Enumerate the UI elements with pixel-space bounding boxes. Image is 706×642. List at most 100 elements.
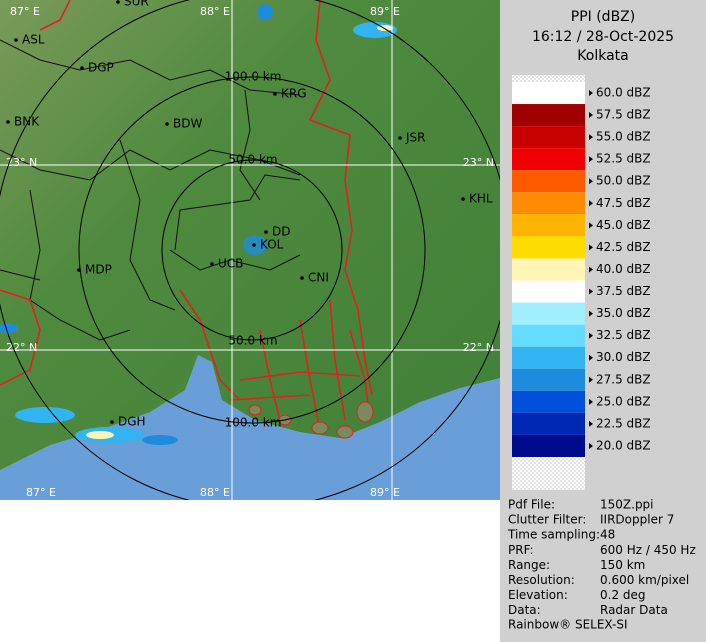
city-label: SUR	[124, 0, 149, 9]
legend-swatch	[512, 170, 585, 193]
legend-tick	[589, 134, 593, 141]
legend-swatch	[512, 412, 585, 435]
city-dot	[273, 92, 277, 96]
city-dot	[461, 197, 465, 201]
legend-label: 35.0 dBZ	[596, 306, 651, 320]
grid-label: 22° N	[463, 341, 494, 354]
legend-label: 45.0 dBZ	[596, 218, 651, 232]
grid-label: 89° E	[370, 486, 400, 499]
city-dot	[398, 136, 402, 140]
city-dot	[252, 243, 256, 247]
legend-swatch	[512, 192, 585, 215]
info-value: IIRDoppler 7	[600, 513, 674, 527]
info-key: Time sampling:	[507, 528, 600, 542]
info-table: Pdf File: 150Z.ppi Clutter Filter: IIRDoppl…	[507, 498, 696, 618]
city-label: KRG	[281, 87, 307, 101]
legend-label: 55.0 dBZ	[596, 130, 651, 144]
legend-swatch	[512, 214, 585, 237]
grid-label: 88° E	[200, 486, 230, 499]
legend-tick	[589, 90, 593, 96]
info-key: Clutter Filter:	[508, 513, 586, 527]
city-label: DD	[272, 225, 290, 239]
legend-swatch	[512, 346, 585, 369]
grid-label: 89° E	[370, 5, 400, 18]
legend-label: 37.5 dBZ	[596, 284, 651, 298]
legend-label: 50.0 dBZ	[596, 174, 651, 188]
city-label: CNI	[308, 271, 329, 285]
legend-tick	[589, 112, 593, 119]
site: Kolkata	[577, 48, 628, 64]
legend-swatch	[512, 258, 585, 281]
city-label: UCB	[218, 257, 243, 271]
info-value: 0.2 deg	[600, 588, 646, 602]
info-value: 48	[600, 528, 615, 542]
city-label: JSR	[405, 131, 426, 145]
city-dot	[300, 276, 304, 280]
legend-label: 25.0 dBZ	[596, 394, 651, 408]
info-value: 150Z.ppi	[600, 498, 654, 512]
range-rings	[0, 0, 500, 500]
ring-label: 50.0 km	[228, 334, 277, 348]
city-label: BNK	[14, 115, 40, 129]
footer: Rainbow® SELEX-SI	[508, 618, 628, 632]
city-dot	[116, 0, 120, 4]
legend-swatch	[512, 434, 585, 457]
legend-label: 30.0 dBZ	[596, 350, 651, 364]
city-dot	[6, 120, 10, 124]
info-value: 150 km	[600, 558, 645, 572]
city-label: BDW	[173, 117, 202, 131]
legend-tick	[589, 442, 593, 449]
city-dot	[80, 66, 84, 70]
city-dot	[210, 262, 214, 266]
grid: 87° E 88° E 89° E 23° N 23° N 22° N 22° …	[0, 0, 500, 500]
legend-tick	[589, 156, 593, 163]
legend-swatch	[512, 148, 585, 171]
islands	[248, 401, 374, 439]
legend-tick	[589, 178, 593, 185]
grid-label: 22° N	[6, 341, 37, 354]
city-label: KHL	[469, 192, 493, 206]
international-border	[0, 0, 373, 431]
blank-area	[0, 500, 500, 642]
legend-label: 27.5 dBZ	[596, 372, 651, 386]
legend-label: 40.0 dBZ	[596, 262, 651, 276]
grid-label: 23° N	[6, 156, 37, 169]
city-dot	[14, 38, 18, 42]
legend-swatch	[512, 236, 585, 259]
info-value: 600 Hz / 450 Hz	[600, 543, 696, 557]
legend-tick	[589, 398, 593, 405]
legend-label: 52.5 dBZ	[596, 152, 651, 166]
city-label: DGH	[118, 415, 146, 429]
legend-tick	[589, 332, 593, 339]
city-dot	[264, 230, 268, 234]
grid-label: 23° N	[463, 156, 494, 169]
legend: 60.0 dBZ 57.5 dBZ 55.0 dBZ 52.5 dBZ 50.0 dBZ…	[512, 81, 651, 457]
radar-echoes	[0, 4, 397, 445]
info-value: 0.600 km/pixel	[600, 573, 689, 587]
ring-label: 50.0 km	[228, 153, 277, 167]
info-key: Resolution:	[508, 573, 575, 587]
legend-tick	[589, 310, 593, 317]
city-label: MDP	[85, 263, 112, 277]
city-dot	[165, 122, 169, 126]
legend-label: 47.5 dBZ	[596, 196, 651, 210]
legend-swatch	[512, 280, 585, 303]
legend-label: 22.5 dBZ	[596, 416, 651, 430]
info-key: Data:	[508, 603, 541, 617]
city-dot	[110, 420, 114, 424]
sea	[0, 355, 500, 500]
legend-tick	[589, 200, 593, 207]
legend-swatch	[512, 324, 585, 347]
legend-swatch	[512, 368, 585, 391]
grid-label: 87° E	[26, 486, 56, 499]
ring-label: 100.0 km	[225, 416, 282, 430]
legend-tick	[589, 244, 593, 251]
legend-label: 42.5 dBZ	[596, 240, 651, 254]
legend-label: 57.5 dBZ	[596, 108, 651, 122]
info-key: Range:	[508, 558, 550, 572]
title: PPI (dBZ)	[571, 9, 635, 25]
legend-swatch	[512, 81, 585, 105]
map: 87° E 88° E 89° E 23° N 23° N 22° N 22° …	[0, 0, 500, 500]
